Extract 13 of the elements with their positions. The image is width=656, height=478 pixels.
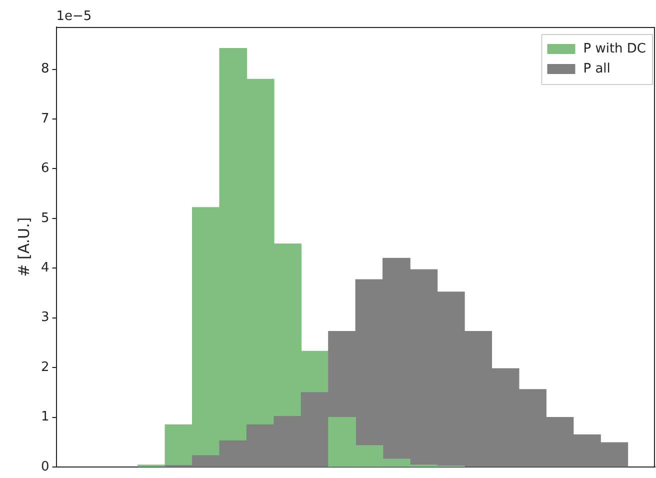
y-tick-label: 1	[40, 410, 50, 425]
y-tick-label: 4	[40, 260, 50, 276]
y-tick-label: 8	[40, 62, 50, 77]
y-tick-label: 6	[40, 161, 50, 176]
y-tick-label: 3	[40, 310, 50, 326]
y-tick-label: 0	[40, 459, 50, 474]
y-axis-title: # [A.U.]	[14, 217, 33, 277]
text: 1e−5	[56, 8, 92, 24]
y-tick-label: 7	[40, 111, 50, 126]
y-tick-label: 2	[40, 360, 50, 375]
legend-label: P all	[583, 61, 610, 76]
legend-label: P with DC	[583, 41, 646, 56]
y-tick-label: 5	[40, 210, 50, 226]
